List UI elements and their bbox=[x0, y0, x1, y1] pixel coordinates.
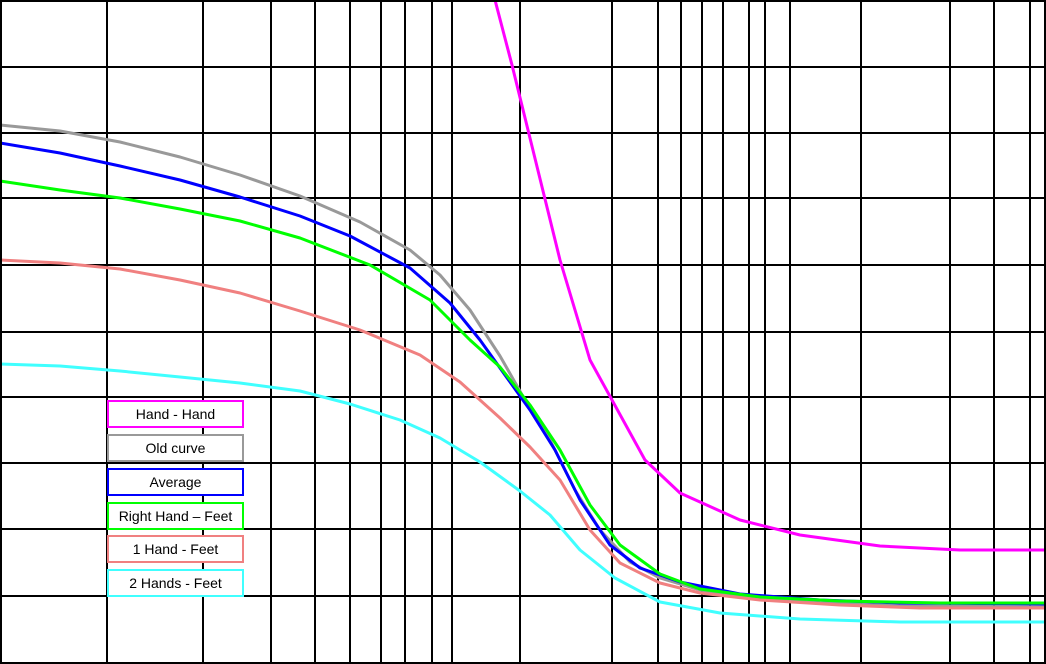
series-line-right-hand-feet bbox=[0, 179, 1046, 605]
legend-item: 1 Hand - Feet bbox=[107, 535, 244, 563]
legend-item: 2 Hands - Feet bbox=[107, 569, 244, 597]
series-line-2-hands-feet bbox=[0, 362, 1046, 624]
series-group bbox=[0, 0, 1046, 624]
series-line-hand-hand bbox=[493, 0, 1046, 552]
legend-item: Hand - Hand bbox=[107, 400, 244, 428]
series-line-1-hand-feet bbox=[0, 258, 1046, 610]
legend-item: Average bbox=[107, 468, 244, 496]
legend-item: Old curve bbox=[107, 434, 244, 462]
legend-item: Right Hand – Feet bbox=[107, 502, 244, 530]
